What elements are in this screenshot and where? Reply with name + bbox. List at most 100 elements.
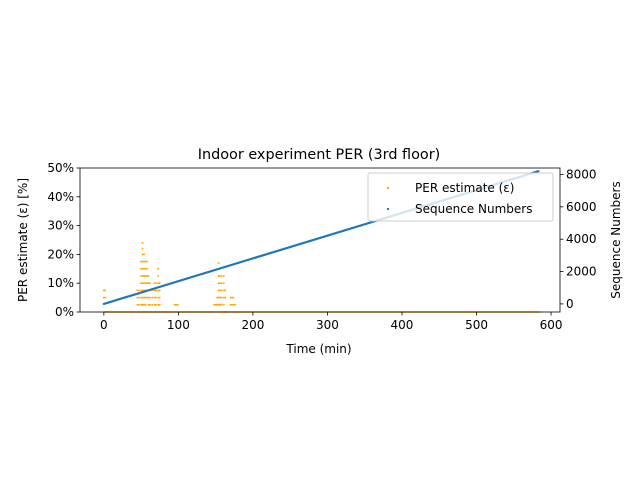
per-estimate-point (224, 296, 227, 299)
per-estimate-point (157, 289, 160, 292)
per-estimate-point (141, 260, 144, 263)
x-axis: 0 100 200 300 400 500 600 (100, 312, 563, 332)
per-estimate-point (146, 268, 148, 270)
per-estimate-point (157, 296, 160, 299)
per-estimate-point (231, 296, 233, 299)
per-estimate-point (220, 289, 223, 292)
per-estimate-point (143, 304, 145, 306)
per-estimate-point (223, 282, 225, 284)
x-axis-label: Time (min) (285, 342, 351, 356)
per-estimate-point (217, 289, 220, 292)
per-estimate-point (147, 282, 150, 284)
left-y-tick-label: 30% (47, 219, 74, 233)
per-estimate-point (219, 275, 221, 277)
per-estimate-point (140, 296, 142, 299)
per-estimate-point (220, 296, 223, 299)
per-estimate-point (140, 282, 142, 284)
per-estimate-point (175, 304, 177, 306)
per-estimate-point (223, 304, 225, 306)
per-estimate-point (155, 304, 157, 306)
per-estimate-point (219, 289, 221, 292)
right-y-tick-label: 8000 (566, 167, 597, 181)
per-estimate-point (151, 289, 154, 292)
per-estimate-point (223, 289, 225, 292)
per-estimate-point (140, 304, 142, 306)
left-y-tick-label: 0% (55, 305, 74, 319)
per-estimate-point (232, 296, 235, 299)
per-estimate-point (151, 296, 154, 299)
legend-box (367, 172, 554, 222)
per-estimate-point (149, 296, 151, 299)
per-estimate-point (157, 304, 160, 306)
per-estimate-point (147, 275, 150, 277)
per-estimate-point (149, 282, 151, 284)
legend-label-per: PER estimate (ε) (415, 181, 514, 195)
per-estimate-point (141, 247, 144, 250)
per-estimate-point (104, 296, 107, 299)
per-estimate-point (144, 296, 147, 299)
per-estimate-point (141, 304, 144, 306)
per-estimate-point (158, 289, 161, 292)
per-estimate-point (146, 296, 148, 299)
per-estimate-point (146, 260, 148, 263)
per-estimate-point (138, 289, 140, 292)
plot-frame (79, 167, 561, 313)
per-estimate-point (143, 268, 145, 270)
per-estimate-point (155, 282, 157, 284)
per-estimate-point (157, 275, 160, 277)
per-estimate-point (158, 304, 161, 306)
per-estimate-point (103, 289, 105, 292)
per-estimate-point (231, 304, 233, 306)
per-estimate-point (144, 304, 147, 306)
per-estimate-point (158, 296, 161, 299)
per-estimate-point (217, 275, 220, 277)
per-estimate-point (157, 282, 160, 284)
per-estimate-point (217, 282, 220, 284)
per-estimate-point (103, 296, 105, 299)
per-estimate-point (143, 296, 145, 299)
left-y-axis-label: PER estimate (ε) [%] (16, 178, 30, 302)
per-estimate-point (141, 253, 144, 256)
per-estimate-point (140, 260, 142, 263)
right-y-tick-label: 4000 (566, 232, 597, 246)
per-estimate-point (155, 296, 157, 299)
per-estimate-point (136, 304, 139, 306)
legend-marker-per (387, 187, 389, 189)
right-y-axis-label: Sequence Numbers (609, 181, 623, 298)
per-estimate-point (147, 296, 150, 299)
per-estimate-point (143, 282, 145, 284)
x-tick-label: 200 (241, 318, 264, 332)
per-estimate-point (216, 304, 218, 306)
per-estimate-point (223, 275, 225, 277)
right-y-axis: 0 2000 4000 6000 8000 (560, 167, 597, 311)
per-estimate-point (144, 275, 147, 277)
per-estimate-point (141, 242, 144, 244)
legend: PER estimate (ε) Sequence Numbers (367, 172, 554, 222)
chart-title: Indoor experiment PER (3rd floor) (198, 147, 441, 163)
per-estimate-point (214, 304, 217, 306)
per-estimate-point (141, 268, 144, 270)
left-y-tick-label: 40% (47, 190, 74, 204)
right-y-tick-label: 2000 (566, 265, 597, 279)
per-estimate-point (153, 282, 156, 284)
x-tick-label: 300 (316, 318, 339, 332)
per-estimate-point (141, 296, 144, 299)
left-y-tick-label: 20% (47, 247, 74, 261)
per-estimate-point (219, 304, 221, 306)
per-estimate-point (141, 275, 144, 277)
right-y-tick-label: 0 (566, 297, 574, 311)
x-tick-label: 600 (540, 318, 563, 332)
per-estimate-point (220, 304, 223, 306)
per-estimate-point (144, 260, 147, 263)
per-estimate-point (234, 304, 236, 306)
per-estimate-point (140, 268, 142, 270)
per-estimate-point (144, 268, 147, 270)
per-estimate-point (224, 289, 227, 292)
per-estimate-point (140, 289, 142, 292)
per-estimate-point (153, 304, 156, 306)
per-estimate-point (213, 304, 215, 306)
per-estimate-point (217, 296, 220, 299)
per-estimate-point (217, 304, 220, 306)
per-estimate-point (146, 282, 148, 284)
per-estimate-point (104, 289, 107, 292)
